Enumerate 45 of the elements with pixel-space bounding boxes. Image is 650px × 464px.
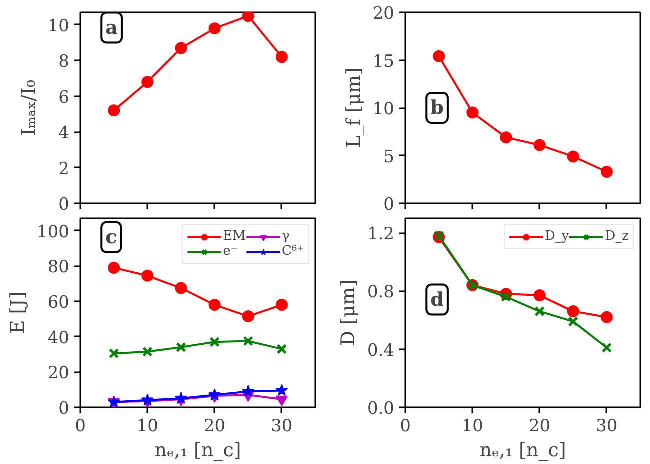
x-tick-label: 10: [462, 416, 484, 436]
legend-label: e⁻: [223, 244, 239, 259]
y-tick-label: 10: [372, 100, 395, 120]
y-tick-label: 80: [48, 258, 70, 278]
y-tick-label: 15: [372, 52, 395, 72]
x-tick-label: 10: [136, 416, 158, 436]
annotation: d: [430, 288, 444, 311]
y-axis-title: Iₘₐₓ/I₀: [18, 80, 40, 136]
y-axis-title: D [μm]: [337, 280, 360, 346]
x-tick-label: 20: [204, 416, 226, 436]
x-tick-label: 20: [528, 416, 551, 436]
y-tick-label: 20: [372, 4, 395, 24]
legend-label: D_y: [544, 229, 570, 244]
y-tick-label: 0: [384, 195, 395, 215]
x-axis-title: nₑ,₁ [n_c]: [480, 440, 566, 462]
x-axis-title: nₑ,₁ [n_c]: [154, 440, 242, 462]
y-tick-label: 2: [58, 159, 70, 180]
legend-label: C⁶⁺: [282, 244, 304, 259]
annotation: b: [430, 97, 444, 119]
y-tick-label: 40: [48, 328, 70, 348]
y-tick-label: 0: [58, 399, 70, 419]
y-tick-label: 100: [37, 222, 70, 242]
y-tick-label: 4: [58, 124, 70, 144]
y-tick-label: 0.0: [367, 399, 395, 419]
x-tick-label: 30: [596, 416, 618, 436]
y-tick-label: 0.8: [367, 282, 395, 303]
annotation: a: [106, 16, 118, 39]
legend-label: EM: [223, 229, 246, 244]
y-tick-label: 60: [48, 293, 70, 314]
y-tick-label: 5: [384, 147, 395, 168]
x-tick-label: 30: [271, 416, 293, 436]
y-axis-title: L_f [μm]: [342, 68, 365, 148]
y-tick-label: 0: [58, 195, 70, 215]
y-tick-label: 10: [48, 16, 70, 36]
legend-label: γ: [282, 229, 291, 244]
x-tick-label: 0: [75, 416, 86, 436]
annotation: c: [106, 226, 118, 248]
y-tick-label: 20: [48, 364, 70, 384]
x-tick-label: 0: [400, 416, 411, 436]
y-tick-label: 1.2: [367, 224, 395, 245]
y-tick-label: 6: [58, 88, 70, 108]
y-tick-label: 0.4: [367, 340, 395, 361]
y-tick-label: 8: [58, 52, 70, 72]
legend-label: D_z: [605, 229, 629, 244]
y-axis-title: E [J]: [7, 292, 30, 334]
